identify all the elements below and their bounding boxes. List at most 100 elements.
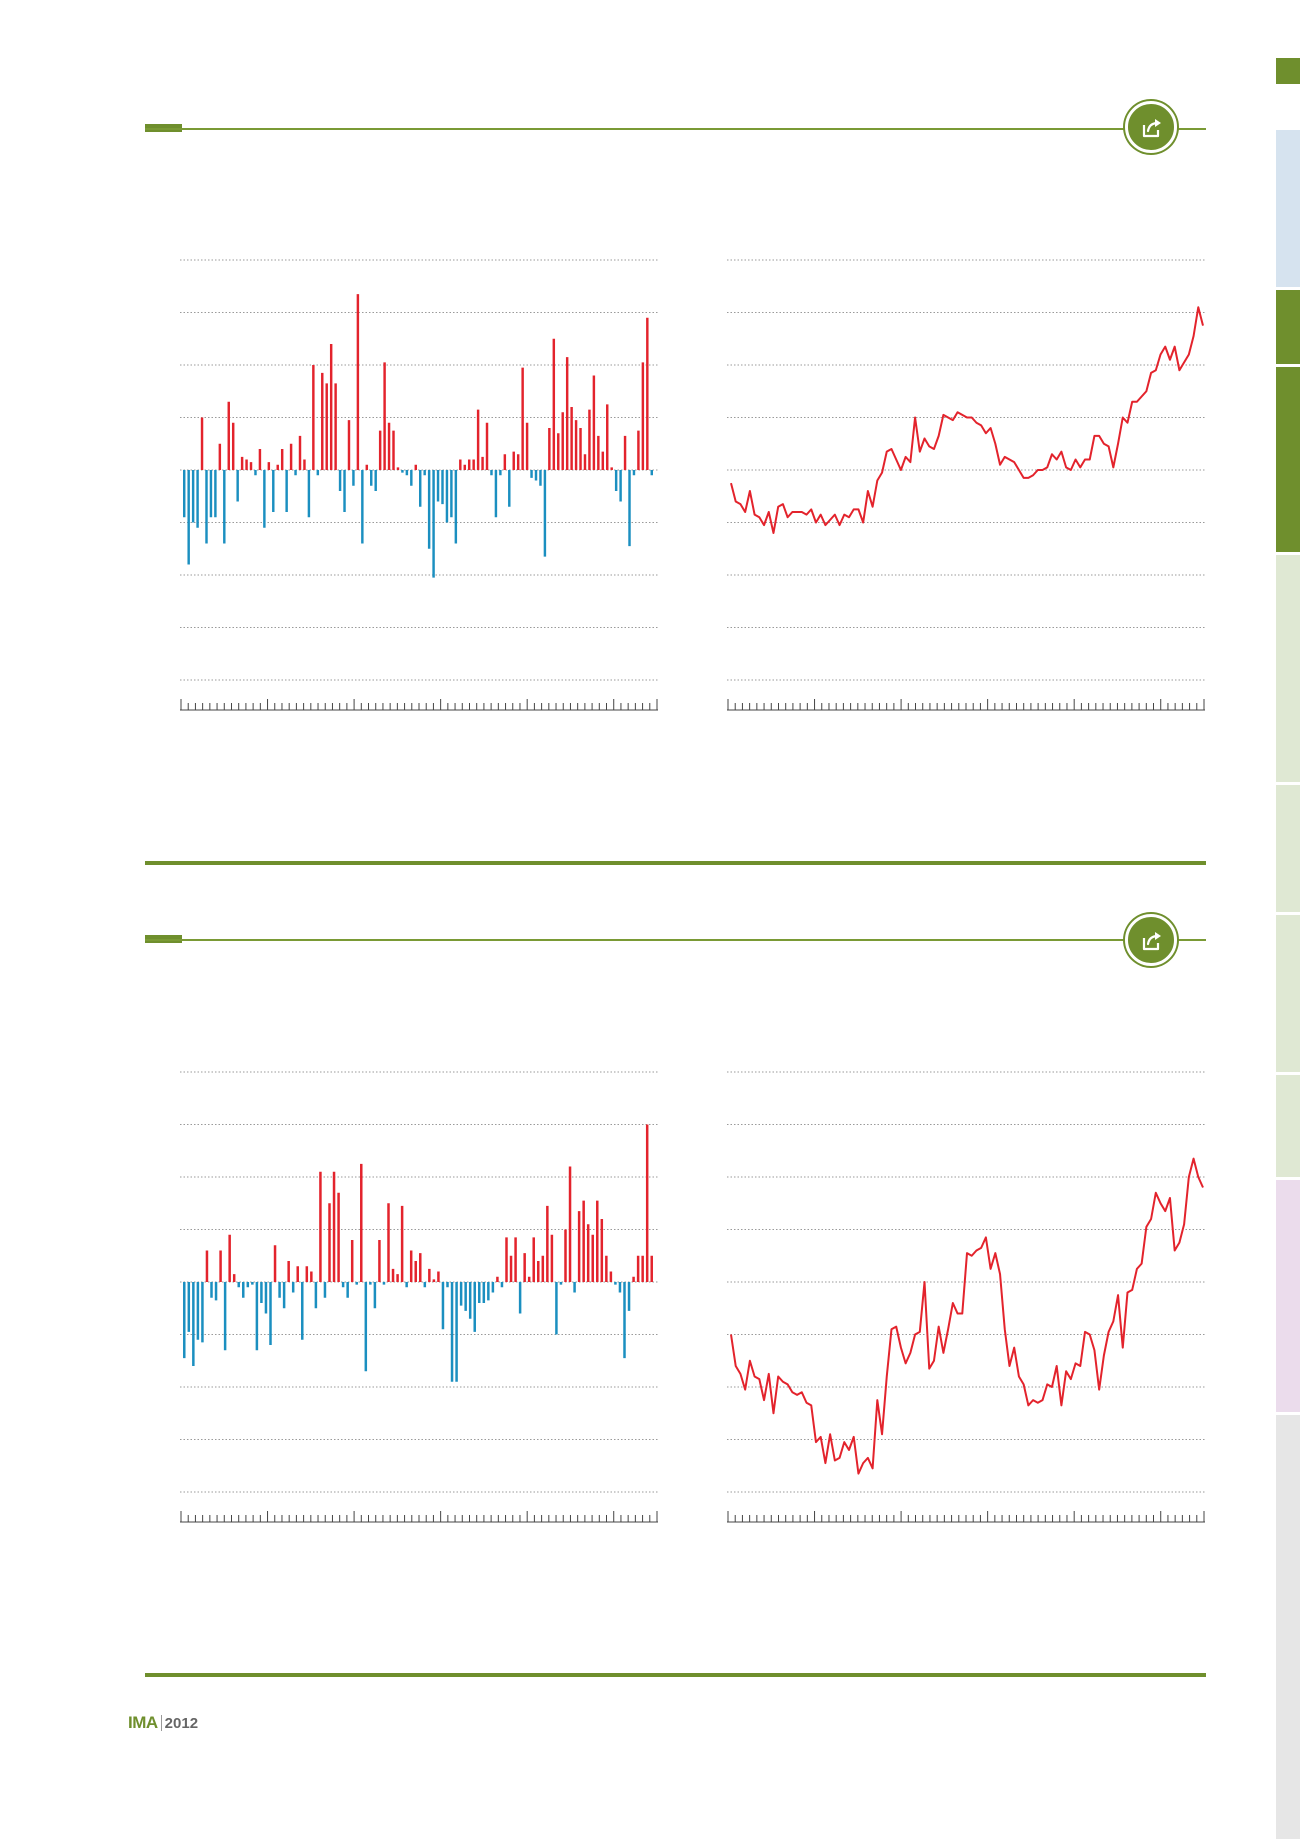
bar — [468, 1282, 472, 1319]
bar — [632, 470, 636, 476]
sidebar-segment-3[interactable] — [1276, 290, 1300, 364]
bar — [305, 1266, 309, 1282]
bar — [472, 459, 475, 470]
bar — [419, 1253, 422, 1283]
bar — [552, 338, 556, 470]
sidebar-segment-1[interactable] — [1276, 58, 1300, 84]
sidebar-segment-6[interactable] — [1276, 785, 1300, 912]
bar — [287, 1261, 290, 1282]
bar — [561, 412, 564, 470]
bar — [382, 1282, 386, 1285]
bar — [280, 449, 284, 470]
bar — [246, 1282, 250, 1288]
bar — [591, 1234, 594, 1282]
bar — [485, 422, 489, 470]
bar — [321, 372, 324, 471]
bar — [414, 1261, 417, 1282]
bar — [310, 1271, 313, 1282]
bar — [582, 1200, 585, 1283]
bar — [255, 1282, 259, 1351]
bar — [557, 433, 560, 470]
bar — [432, 1279, 436, 1283]
bar — [251, 1282, 254, 1285]
bar — [523, 1253, 526, 1283]
bar — [509, 1255, 513, 1282]
bar — [337, 1192, 340, 1282]
bar — [328, 1203, 331, 1282]
bar — [210, 1282, 213, 1298]
sidebar-segment-10[interactable] — [1276, 1415, 1300, 1839]
bar — [343, 470, 346, 512]
bar — [219, 1250, 222, 1282]
bar — [574, 420, 578, 471]
bar — [614, 1282, 617, 1285]
bar — [392, 430, 395, 471]
bar — [619, 470, 622, 502]
bar — [537, 1261, 540, 1282]
bar — [278, 1282, 281, 1298]
bar — [565, 357, 569, 471]
share-button-2[interactable] — [1125, 914, 1177, 966]
bar — [263, 470, 266, 528]
bar — [637, 430, 640, 471]
bar — [201, 1282, 204, 1343]
bar — [272, 470, 275, 512]
bar — [383, 362, 386, 470]
bar — [530, 470, 533, 478]
bar — [445, 470, 449, 523]
bar — [534, 470, 538, 481]
chart-2-line — [727, 258, 1207, 711]
bar — [245, 459, 248, 470]
bar — [463, 464, 466, 470]
sidebar-segment-9[interactable] — [1276, 1180, 1300, 1412]
bar — [650, 470, 653, 476]
bar — [459, 459, 462, 470]
footer-year: 2012 — [164, 1714, 199, 1732]
bar — [374, 470, 377, 491]
sidebar-segment-4[interactable] — [1276, 367, 1300, 552]
bar — [361, 470, 364, 544]
bar — [183, 470, 186, 518]
bar — [514, 1237, 517, 1283]
bar — [636, 1255, 640, 1282]
bar — [364, 1282, 368, 1372]
bar — [332, 1171, 336, 1282]
bar — [650, 1255, 653, 1282]
bar — [205, 470, 208, 544]
bar — [396, 467, 400, 471]
bar — [298, 435, 302, 471]
bar — [228, 1234, 231, 1282]
bar — [618, 1282, 622, 1293]
bar — [312, 365, 315, 470]
sidebar-segment-8[interactable] — [1276, 1075, 1300, 1177]
sidebar-segment-5[interactable] — [1276, 555, 1300, 782]
bar — [231, 422, 235, 470]
bar — [419, 470, 422, 507]
line-chart-svg — [727, 259, 1205, 711]
bar — [191, 470, 195, 523]
share-button-1[interactable] — [1125, 101, 1177, 153]
bar — [325, 383, 328, 471]
sidebar-segment-7[interactable] — [1276, 915, 1300, 1072]
bar — [467, 459, 471, 470]
bar — [350, 1240, 354, 1282]
bar — [600, 1219, 604, 1282]
bar — [550, 1234, 554, 1282]
bar — [441, 470, 444, 505]
bar — [316, 470, 320, 476]
section-divider-2 — [145, 1673, 1206, 1677]
bar — [183, 1282, 186, 1359]
bar — [334, 383, 337, 471]
bar-chart-svg — [180, 1071, 658, 1523]
bar — [414, 464, 417, 470]
bar — [237, 1282, 240, 1288]
bar — [205, 1250, 209, 1282]
bar — [347, 420, 351, 471]
bar — [628, 470, 631, 547]
sidebar-segment-2[interactable] — [1276, 130, 1300, 287]
section-1-rule — [145, 128, 1206, 130]
bar — [267, 462, 271, 471]
bar — [294, 470, 297, 476]
bar — [539, 470, 542, 486]
bar — [282, 1282, 286, 1309]
